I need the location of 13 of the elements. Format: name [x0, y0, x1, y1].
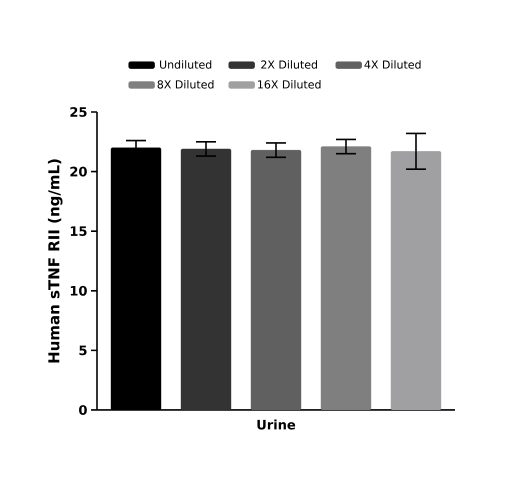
- legend-label: 8X Diluted: [158, 80, 214, 89]
- y-axis-title: Human sTNF RII (ng/mL): [48, 159, 63, 363]
- legend-label: 2X Diluted: [261, 60, 317, 69]
- y-tick-label: 5: [79, 346, 87, 356]
- y-tick-label: 15: [70, 226, 87, 236]
- y-tick-label: 25: [70, 107, 87, 117]
- legend-label: Undiluted: [160, 60, 212, 69]
- y-tick-label: 0: [79, 405, 87, 415]
- x-tick-label: Urine: [257, 420, 296, 430]
- y-tick-label: 20: [70, 166, 87, 177]
- y-tick-label: 10: [70, 286, 87, 296]
- legend-label: 4X Diluted: [364, 60, 421, 69]
- legend-label: 16X Diluted: [258, 80, 320, 89]
